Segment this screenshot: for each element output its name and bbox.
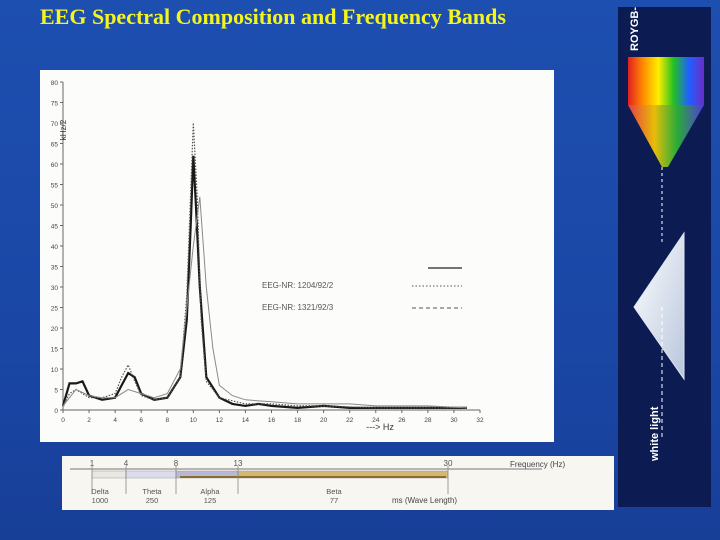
y-tick-label: 60 xyxy=(51,162,59,169)
frequency-tick-label: 8 xyxy=(174,459,179,468)
y-tick-label: 5 xyxy=(54,388,58,395)
frequency-tick-label: 1 xyxy=(90,459,95,468)
y-tick-label: 80 xyxy=(51,80,59,87)
wavelength-axis-label: ms (Wave Length) xyxy=(392,496,457,505)
x-tick-label: 4 xyxy=(113,417,117,424)
y-tick-label: 25 xyxy=(51,306,59,313)
spectrum-colors-label: ROYGB-> xyxy=(629,7,641,51)
x-tick-label: 16 xyxy=(268,417,276,424)
band-segment xyxy=(125,470,177,479)
band-segment xyxy=(91,470,127,479)
spectrum-chart: 0 5 10 15 20 25 30 35 40 45 50 55 60 65 70 75 80 0 2 4 6 8 10 1… xyxy=(40,70,554,442)
x-tick-label: 8 xyxy=(165,417,169,424)
x-axis-label: ---> Hz xyxy=(366,422,394,432)
y-tick-label: 70 xyxy=(51,121,59,128)
wavelength-value: 250 xyxy=(146,496,159,505)
white-light-label: white light xyxy=(649,406,661,462)
frequency-band-bar: 1 4 8 13 30 Delta Theta Alpha Beta 1000 250 125 77 F… xyxy=(62,456,614,510)
x-tick-label: 2 xyxy=(87,417,91,424)
x-tick-label: 22 xyxy=(346,417,354,424)
chart-legend: EEG-NR: 1204/92/2 EEG-NR: 1321/92/3 xyxy=(262,267,462,312)
plot-series xyxy=(61,122,468,410)
series-line-1 xyxy=(61,155,467,410)
frequency-tick-label: 13 xyxy=(234,459,243,468)
frequency-tick-label: 4 xyxy=(124,459,129,468)
x-tick-label: 26 xyxy=(398,417,406,424)
x-tick-label: 12 xyxy=(216,417,224,424)
y-tick-label: 10 xyxy=(51,367,59,374)
wavelength-value: 1000 xyxy=(92,496,109,505)
y-tick-label: 0 xyxy=(54,408,58,415)
y-tick-label: 50 xyxy=(51,203,59,210)
y-tick-label: 35 xyxy=(51,265,59,272)
x-tick-label: 20 xyxy=(320,417,328,424)
series-line-3 xyxy=(62,196,468,409)
band-name-alpha: Alpha xyxy=(200,487,220,496)
frequency-tick-label: 30 xyxy=(444,459,453,468)
y-tick-label: 15 xyxy=(51,347,59,354)
wavelength-value: 125 xyxy=(204,496,217,505)
y-tick-label: 55 xyxy=(51,183,59,190)
x-tick-label: 10 xyxy=(190,417,198,424)
y-tick-label: 45 xyxy=(51,224,59,231)
band-name-theta: Theta xyxy=(142,487,162,496)
frequency-axis-label: Frequency (Hz) xyxy=(510,460,565,469)
x-tick-label: 14 xyxy=(242,417,250,424)
x-tick-label: 6 xyxy=(139,417,143,424)
x-tick-label: 30 xyxy=(450,417,458,424)
prism-triangle xyxy=(633,231,685,381)
dispersed-light-beams xyxy=(628,105,704,167)
prism-illustration: ROYGB-> white light xyxy=(618,1,711,507)
x-tick-label: 18 xyxy=(294,417,302,424)
legend-entry-2: EEG-NR: 1321/92/3 xyxy=(262,303,334,312)
legend-entry-1: EEG-NR: 1204/92/2 xyxy=(262,281,334,290)
series-line-2 xyxy=(62,122,467,409)
prism-svg: ROYGB-> white light xyxy=(628,1,704,462)
x-tick-label: 24 xyxy=(372,417,380,424)
rainbow-spectrum xyxy=(628,57,704,105)
band-name-delta: Delta xyxy=(91,487,109,496)
y-tick-label: 30 xyxy=(51,285,59,292)
x-tick-label: 28 xyxy=(424,417,432,424)
x-tick-label: 0 xyxy=(61,417,65,424)
y-tick-label: 40 xyxy=(51,244,59,251)
beta-range-bar xyxy=(180,476,446,478)
slide-title: EEG Spectral Composition and Frequency B… xyxy=(40,4,506,29)
wavelength-value: 77 xyxy=(330,496,338,505)
y-tick-label: 20 xyxy=(51,326,59,333)
band-name-beta: Beta xyxy=(326,487,342,496)
y-tick-label: 65 xyxy=(51,142,59,149)
x-tick-label: 32 xyxy=(476,417,484,424)
y-axis-label: kHz/2 xyxy=(59,119,68,140)
band-ruler: 1 4 8 13 30 Delta Theta Alpha Beta 1000 250 125 77 xyxy=(70,459,542,505)
y-tick-label: 75 xyxy=(51,101,59,108)
band-bar-svg: 1 4 8 13 30 Delta Theta Alpha Beta 1000 250 125 77 F… xyxy=(70,459,565,505)
